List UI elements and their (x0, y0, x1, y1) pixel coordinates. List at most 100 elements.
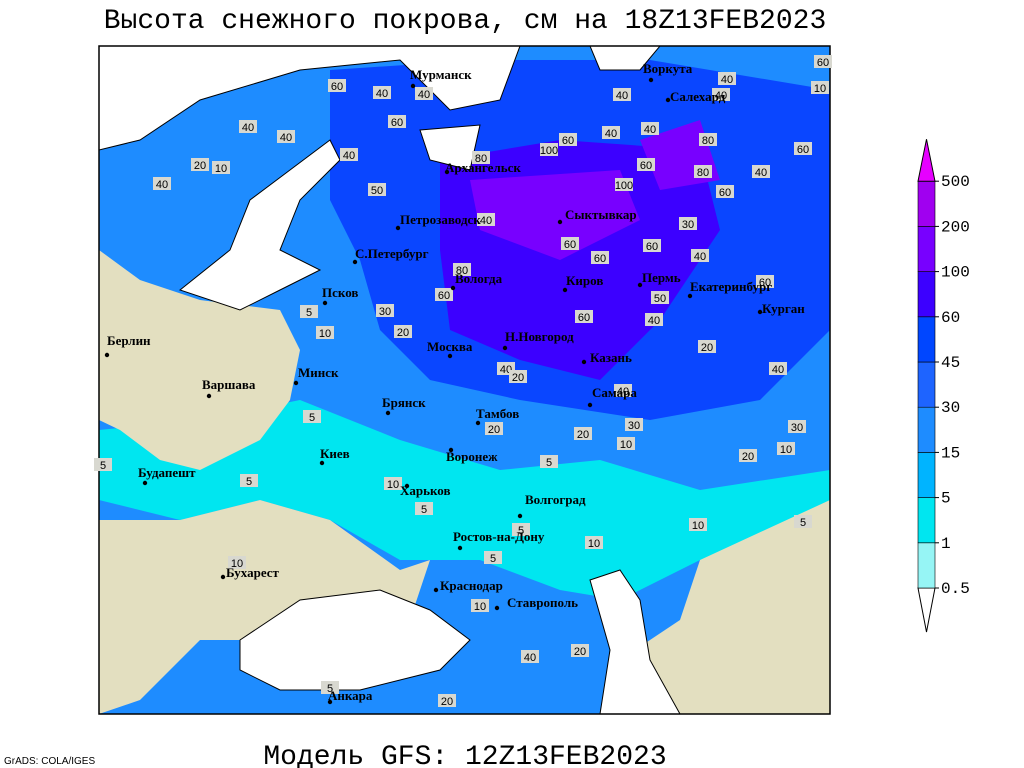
contour-label: 20 (577, 429, 589, 441)
city-dot (448, 447, 454, 453)
city-dot (395, 225, 401, 231)
colorbar-label: 0.5 (941, 580, 970, 598)
contour-label-box (277, 130, 295, 143)
contour-label-box (228, 556, 246, 569)
contour-label-box (637, 158, 655, 171)
city-label: Екатеринбург (690, 279, 772, 294)
contour-label-box (471, 599, 489, 612)
contour-label-box (811, 81, 829, 94)
contour-label: 40 (280, 132, 292, 144)
contour-label: 80 (702, 135, 714, 147)
contour-label: 10 (474, 601, 486, 613)
city-label: Ростов-на-Дону (453, 529, 545, 544)
snow-extreme (470, 120, 720, 260)
city-dot (648, 77, 654, 83)
colorbar-label: 1 (941, 535, 951, 553)
colorbar-label: 200 (941, 218, 970, 236)
colorbar-label: 15 (941, 444, 960, 462)
city-dot (322, 300, 328, 306)
contour-label: 40 (617, 386, 629, 398)
contour-label: 40 (418, 89, 430, 101)
subtitle: Модель GFS: 12Z13FEB2023 (263, 742, 666, 768)
city-dot (104, 352, 110, 358)
city-label: Сыктывкар (565, 207, 637, 222)
city-label: Петрозаводск (400, 212, 481, 227)
map (98, 45, 831, 715)
contour-label-box (472, 151, 490, 164)
city-label: Воронеж (446, 449, 498, 464)
contour-label: 40 (644, 124, 656, 136)
map-frame (98, 45, 831, 715)
contour-label: 80 (456, 265, 468, 277)
contour-label: 20 (397, 327, 409, 339)
city-label: Берлин (107, 333, 151, 348)
colorbar-box (917, 497, 936, 544)
contour-label-box (699, 133, 717, 146)
contour-label: 5 (546, 457, 552, 469)
contour-label-box (718, 72, 736, 85)
contour-label: 60 (646, 241, 658, 253)
city-label: Москва (427, 339, 473, 354)
city-label: Самара (592, 385, 637, 400)
contour-label-box (602, 126, 620, 139)
city-dot (433, 587, 439, 593)
contour-label-box (694, 165, 712, 178)
city-dot (444, 169, 450, 175)
contour-label-box (388, 115, 406, 128)
contour-label-box (303, 410, 321, 423)
colorbar-high (917, 139, 936, 182)
city-dot (293, 380, 299, 386)
contour-label-box (239, 120, 257, 133)
city-label: Волгоград (525, 492, 586, 507)
contour-label-box (777, 442, 795, 455)
city-dot (142, 480, 148, 486)
contour-label-box (625, 418, 643, 431)
contour-label: 30 (628, 420, 640, 432)
contour-label-box (438, 694, 456, 707)
contour-label-box (94, 458, 112, 471)
contour-label: 10 (814, 83, 826, 95)
contour-label: 40 (343, 150, 355, 162)
contour-label-box (643, 239, 661, 252)
city-label: Варшава (202, 377, 256, 392)
contour-label: 20 (574, 646, 586, 658)
city-label: Н.Новгород (505, 329, 574, 344)
contour-label: 40 (648, 315, 660, 327)
city-label: Пермь (642, 270, 681, 285)
city-label: Салехард (670, 89, 726, 104)
city-dot (385, 410, 391, 416)
contour-label-box (645, 313, 663, 326)
contour-label-box (191, 158, 209, 171)
city-dot (494, 605, 500, 611)
contour-label: 60 (640, 160, 652, 172)
city-dot (757, 309, 763, 315)
contour-label-box (739, 449, 757, 462)
colorbar-box (917, 542, 936, 589)
city-dot (581, 359, 587, 365)
contour-label: 40 (605, 128, 617, 140)
city-label: Казань (590, 350, 632, 365)
contour-label-box (679, 217, 697, 230)
contour-label-box (509, 370, 527, 383)
contour-label-box (613, 88, 631, 101)
contour-label: 30 (682, 219, 694, 231)
contour-label-box (691, 249, 709, 262)
contour-label-box (814, 55, 832, 68)
city-dot (517, 513, 523, 519)
contour-label: 5 (100, 460, 106, 472)
contour-label-box (698, 340, 716, 353)
contour-label: 5 (306, 307, 312, 319)
contour-label: 40 (242, 122, 254, 134)
city-label: Киров (566, 273, 603, 288)
contour-label-box (453, 263, 471, 276)
city-label: Ставрополь (507, 595, 578, 610)
contour-label-box (376, 304, 394, 317)
city-dot (557, 219, 563, 225)
contour-label: 100 (540, 145, 558, 157)
contour-label-box (212, 161, 230, 174)
contour-label: 5 (490, 553, 496, 565)
city-label: С.Петербург (355, 246, 429, 261)
contour-label-box (712, 88, 730, 101)
colorbar-label: 60 (941, 309, 960, 327)
contour-label-box (794, 142, 812, 155)
